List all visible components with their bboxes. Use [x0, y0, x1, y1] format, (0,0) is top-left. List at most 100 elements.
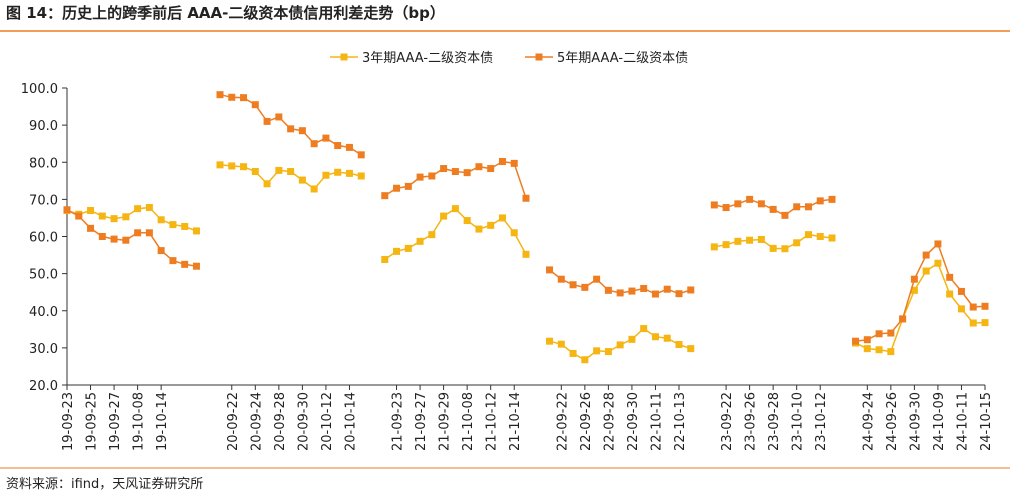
point-marker	[934, 240, 942, 248]
point-marker	[593, 275, 601, 283]
point-marker	[428, 172, 436, 180]
point-marker	[334, 142, 342, 150]
y-tick-label: 70.0	[29, 193, 58, 208]
point-marker	[569, 281, 577, 289]
point-marker	[616, 341, 624, 349]
point-marker	[310, 140, 318, 148]
point-marker	[981, 319, 989, 327]
point-marker	[722, 241, 730, 249]
x-tick-label: 20-10-14	[343, 392, 358, 451]
point-marker	[134, 229, 142, 237]
point-marker	[498, 158, 506, 166]
point-marker	[75, 212, 83, 220]
point-marker	[298, 127, 306, 135]
x-tick-label: 21-10-14	[508, 392, 523, 451]
point-marker	[828, 234, 836, 242]
y-tick-label: 90.0	[29, 119, 58, 134]
point-marker	[757, 200, 765, 208]
x-tick-label: 22-09-28	[602, 392, 617, 451]
point-marker	[169, 257, 177, 265]
x-tick-label: 23-09-26	[744, 392, 759, 451]
x-tick-label: 22-10-11	[649, 392, 664, 451]
y-tick-label: 60.0	[29, 231, 58, 246]
point-marker	[769, 205, 777, 213]
point-marker	[428, 231, 436, 239]
point-marker	[181, 260, 189, 268]
point-marker	[910, 286, 918, 294]
point-marker	[793, 239, 801, 247]
point-marker	[98, 212, 106, 220]
point-marker	[404, 182, 412, 190]
y-tick-label: 20.0	[29, 379, 58, 394]
point-marker	[192, 262, 200, 270]
point-marker	[510, 159, 518, 167]
point-marker	[192, 227, 200, 235]
point-marker	[463, 217, 471, 225]
point-marker	[416, 173, 424, 181]
y-tick-label: 100.0	[21, 82, 58, 97]
point-marker	[640, 284, 648, 292]
point-marker	[251, 101, 259, 109]
point-marker	[393, 184, 401, 192]
point-marker	[475, 163, 483, 171]
point-marker	[887, 348, 895, 356]
point-marker	[416, 237, 424, 245]
point-marker	[663, 285, 671, 293]
point-marker	[581, 356, 589, 364]
point-marker	[263, 180, 271, 188]
point-marker	[922, 267, 930, 275]
point-marker	[322, 134, 330, 142]
point-marker	[969, 303, 977, 311]
x-tick-label: 19-09-25	[85, 392, 100, 451]
chart-title: 图 14：历史上的跨季前后 AAA-二级资本债信用利差走势（bp）	[6, 4, 445, 22]
point-marker	[651, 333, 659, 341]
point-marker	[451, 168, 459, 176]
x-tick-label: 23-09-22	[720, 392, 735, 451]
x-tick-label: 20-09-28	[273, 392, 288, 451]
point-marker	[934, 259, 942, 267]
point-marker	[110, 235, 118, 243]
point-marker	[875, 330, 883, 338]
point-marker	[710, 201, 718, 209]
y-tick-label: 80.0	[29, 156, 58, 171]
point-marker	[157, 216, 165, 224]
x-tick-label: 22-09-30	[626, 392, 641, 451]
series-line	[66, 164, 986, 361]
point-marker	[546, 266, 554, 274]
point-marker	[181, 222, 189, 230]
point-marker	[487, 165, 495, 173]
legend-label: 5年期AAA-二级资本债	[557, 51, 688, 66]
point-marker	[616, 289, 624, 297]
point-marker	[440, 165, 448, 173]
point-marker	[122, 236, 130, 244]
x-tick-label: 21-09-29	[438, 392, 453, 451]
point-marker	[793, 203, 801, 211]
point-marker	[228, 93, 236, 101]
point-marker	[946, 290, 954, 298]
series-line	[66, 93, 986, 342]
y-tick-label: 50.0	[29, 268, 58, 283]
point-marker	[816, 233, 824, 240]
x-tick-label: 23-09-28	[767, 392, 782, 451]
point-marker	[287, 125, 295, 133]
point-marker	[757, 235, 765, 243]
point-marker	[875, 346, 883, 354]
point-marker	[522, 250, 530, 258]
point-marker	[969, 319, 977, 327]
point-marker	[522, 194, 530, 202]
x-tick-label: 19-09-27	[108, 392, 123, 451]
point-marker	[675, 290, 683, 298]
point-marker	[581, 283, 589, 291]
x-tick-label: 23-10-10	[791, 392, 806, 451]
point-marker	[381, 256, 389, 264]
point-marker	[734, 200, 742, 208]
x-tick-label: 24-10-09	[932, 392, 947, 451]
point-marker	[157, 247, 165, 255]
point-marker	[63, 206, 71, 214]
x-tick-label: 21-09-23	[391, 392, 406, 451]
point-marker	[887, 329, 895, 337]
x-tick-label: 23-10-12	[814, 392, 829, 451]
x-tick-label: 24-09-30	[908, 392, 923, 451]
x-tick-label: 22-10-13	[673, 392, 688, 451]
x-tick-label: 19-09-23	[61, 392, 76, 451]
